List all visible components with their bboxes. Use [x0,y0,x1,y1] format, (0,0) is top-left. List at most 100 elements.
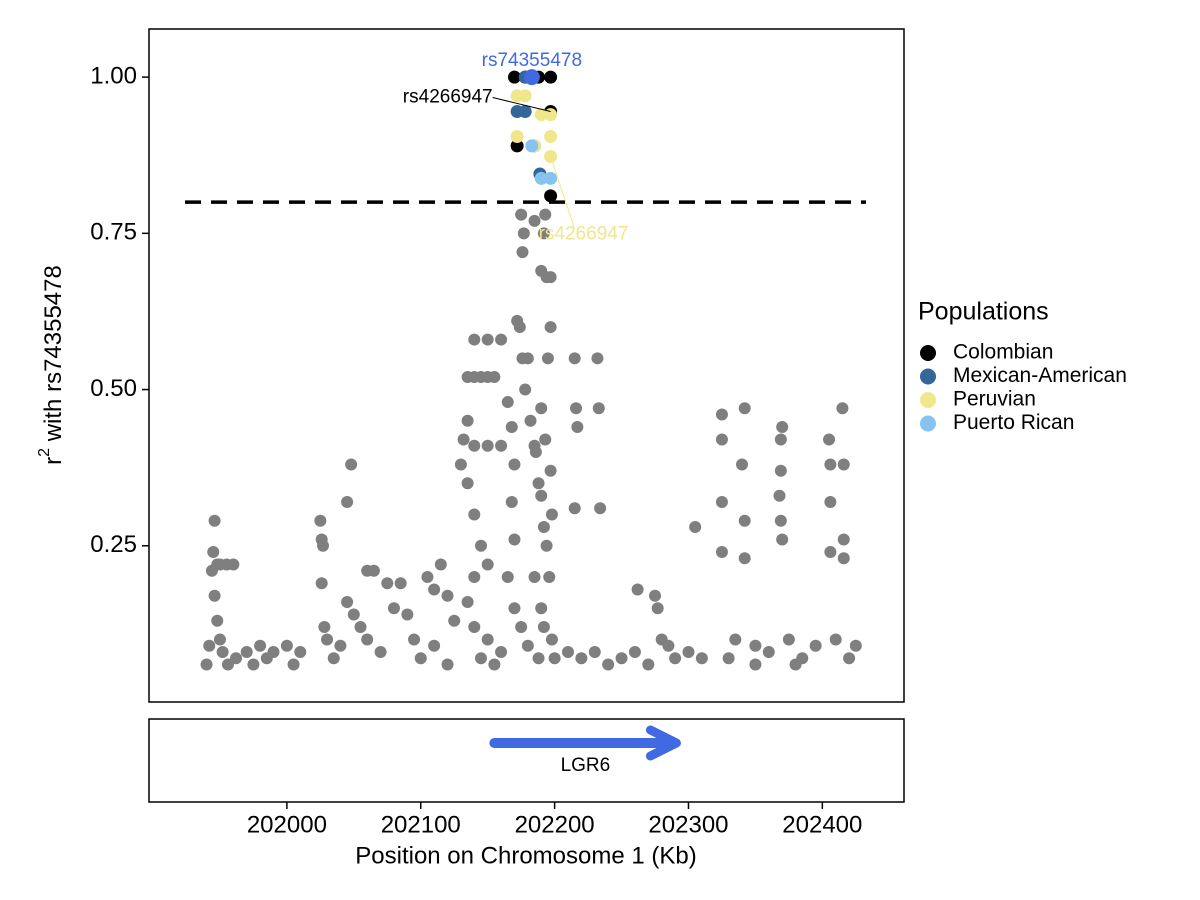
background-point [461,596,474,609]
background-point [495,333,508,346]
legend-label: Mexican-American [953,364,1127,387]
background-point [294,646,307,659]
background-point [544,271,557,284]
y-title-rest: with rs74355478 [40,265,67,448]
background-point [594,502,607,515]
background-point [715,546,728,559]
background-point [776,533,789,546]
background-point [211,614,224,627]
background-point [524,414,537,427]
background-point [695,652,708,665]
background-point [642,658,655,671]
background-point [200,658,213,671]
background-point [488,371,501,384]
gene-arrow-head [645,725,681,761]
background-point [540,539,553,552]
background-point [738,514,751,527]
background-point [521,639,534,652]
population-point [534,108,548,122]
population-point [544,189,558,203]
background-point [516,246,529,259]
background-point [715,408,728,421]
background-point [543,571,556,584]
background-point [481,439,494,452]
background-point [240,646,253,659]
annotation-leader [492,96,551,112]
gene-label: LGR6 [561,755,611,776]
background-point [515,621,528,634]
background-point [736,458,749,471]
background-point [341,596,354,609]
background-point [519,383,532,396]
background-point [548,652,561,665]
background-point [468,621,481,634]
background-point [347,608,360,621]
background-point [227,558,240,571]
background-point [837,533,850,546]
background-point [537,521,550,534]
annotation-label: rs4266947 [403,87,493,108]
background-point [208,514,221,527]
background-point [588,646,601,659]
y-axis-title: r2 with rs74355478 [36,265,67,465]
population-point [544,108,558,122]
background-point [631,583,644,596]
background-point [318,621,331,634]
background-point [535,602,548,615]
legend-label: Colombian [953,341,1053,364]
annotation-label: rs4266947 [539,223,629,244]
background-point [669,652,682,665]
background-point [837,552,850,565]
background-point [441,658,454,671]
background-point [535,402,548,415]
background-point [505,421,518,434]
background-point [515,208,528,221]
background-point [317,539,330,552]
x-tick-label: 202300 [648,811,728,838]
legend-title: Populations [918,298,1049,326]
background-point [529,446,542,459]
background-point [789,658,802,671]
background-point [571,421,584,434]
background-point [738,552,751,565]
annotation-leader [550,156,576,229]
background-point [535,489,548,502]
background-point [544,464,557,477]
background-point [776,421,789,434]
background-point [428,583,441,596]
background-point [729,633,742,646]
background-point [408,633,421,646]
y-tick-label: 1.00 [90,62,137,89]
background-point [421,571,434,584]
population-point [544,129,558,143]
background-point [495,439,508,452]
y-title-sup: 2 [36,448,53,457]
background-point [843,652,856,665]
background-point [354,621,367,634]
legend-label: Puerto Rican [953,411,1074,434]
background-point [517,227,530,240]
background-point [682,646,695,659]
background-point [568,502,581,515]
background-point [561,646,574,659]
background-point [254,639,267,652]
background-point [762,646,775,659]
y-tick-label: 0.75 [90,219,137,246]
background-point [474,539,487,552]
background-point [575,652,588,665]
lead-snp-point [523,69,540,86]
background-point [468,508,481,521]
background-point [428,639,441,652]
background-point [662,639,675,652]
background-point [454,458,467,471]
background-point [468,439,481,452]
background-point [481,633,494,646]
background-point [749,658,762,671]
legend-label: Peruvian [953,388,1036,411]
background-point [334,639,347,652]
background-point [374,646,387,659]
background-point [773,489,786,502]
background-point [327,652,340,665]
background-point [809,639,822,652]
